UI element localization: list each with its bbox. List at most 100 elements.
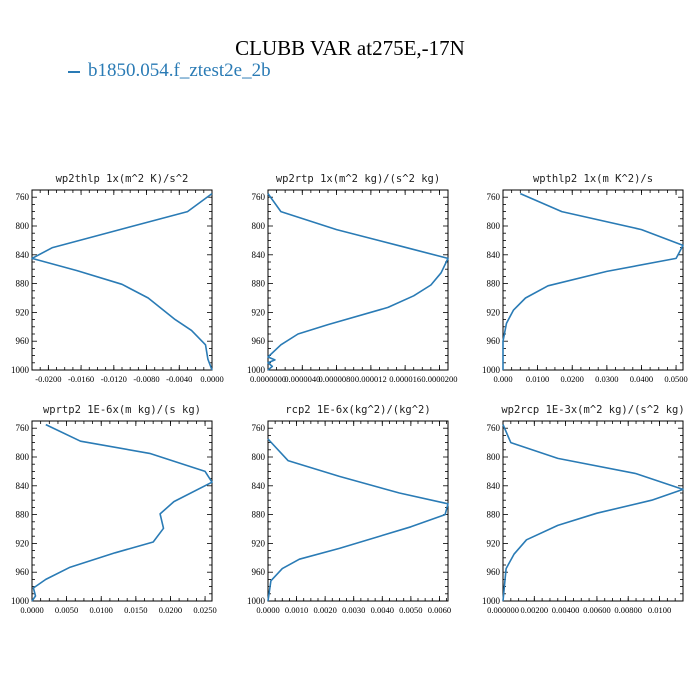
x-tick-label: 0.00400 <box>552 605 580 615</box>
x-tick-label: 0.0100 <box>90 605 113 615</box>
chart-panel-5: rcp2 1E-6x(kg^2)/(kg^2) 760 800 840 880 920 96… <box>247 404 451 615</box>
x-tick-label: 0.0250 <box>193 605 216 615</box>
y-tick-label: 1000 <box>247 596 266 606</box>
y-tick-label: 920 <box>252 307 266 317</box>
x-tick-label: 0.0000000 <box>250 374 286 384</box>
plot-frame <box>502 189 684 371</box>
y-tick-label: 1000 <box>247 365 266 375</box>
y-tick-label: 840 <box>16 481 30 491</box>
x-tick-label: 0.00800 <box>614 605 642 615</box>
x-tick-label: 0.0000040 <box>284 374 320 384</box>
y-tick-label: 920 <box>252 538 266 548</box>
y-tick-label: 960 <box>16 567 30 577</box>
y-tick-label: 960 <box>16 336 30 346</box>
y-tick-label: 800 <box>16 221 30 231</box>
chart-title: wpthlp2 1x(m K^2)/s <box>533 173 653 185</box>
y-tick-label: 960 <box>487 336 501 346</box>
y-tick-label: 960 <box>252 336 266 346</box>
y-tick-label: 920 <box>16 538 30 548</box>
series-line <box>502 424 684 602</box>
series-line <box>267 193 449 371</box>
x-tick-label: 0.0300 <box>595 374 618 384</box>
x-tick-label: 0.0400 <box>630 374 653 384</box>
y-tick-label: 960 <box>487 567 501 577</box>
x-tick-label: -0.0200 <box>35 374 61 384</box>
y-tick-label: 880 <box>252 279 266 289</box>
series-line <box>267 438 449 602</box>
y-tick-label: 840 <box>16 250 30 260</box>
y-tick-label: 800 <box>16 452 30 462</box>
chart-title: wprtp2 1E-6x(m kg)/(s kg) <box>43 404 201 416</box>
plot-frame <box>267 420 449 602</box>
plot-frame <box>31 420 213 602</box>
y-tick-label: 1000 <box>482 365 501 375</box>
plot-frame <box>31 189 213 371</box>
y-tick-label: 760 <box>487 192 501 202</box>
x-tick-label: 0.00600 <box>583 605 611 615</box>
x-tick-label: 0.0000 <box>20 605 43 615</box>
x-tick-label: 0.0050 <box>399 605 422 615</box>
series-line <box>502 192 684 370</box>
x-tick-label: 0.0020 <box>313 605 336 615</box>
x-tick-label: 0.000012 <box>355 374 387 384</box>
x-tick-label: -0.0120 <box>101 374 127 384</box>
x-tick-label: 0.0030 <box>342 605 365 615</box>
y-tick-label: 920 <box>487 307 501 317</box>
chart-panel-3: wpthlp2 1x(m K^2)/s 760 800 840 880 920 960 100… <box>482 173 688 384</box>
y-tick-label: 800 <box>487 452 501 462</box>
x-tick-label: 0.0200 <box>159 605 182 615</box>
y-tick-label: 920 <box>16 307 30 317</box>
figure-title: CLUBB VAR at275E,-17N <box>235 36 465 60</box>
y-tick-label: 800 <box>252 221 266 231</box>
x-tick-label: 0.0040 <box>371 605 394 615</box>
y-tick-label: 840 <box>252 250 266 260</box>
x-tick-label: 0.0000 <box>256 605 279 615</box>
chart-panel-2: wp2rtp 1x(m^2 kg)/(s^2 kg) 760 800 840 880 92… <box>247 173 457 384</box>
legend-label: b1850.054.f_ztest2e_2b <box>88 60 271 81</box>
y-tick-label: 800 <box>252 452 266 462</box>
x-tick-label: 0.0500 <box>664 374 687 384</box>
y-tick-label: 840 <box>487 481 501 491</box>
x-tick-label: 0.0000200 <box>421 374 457 384</box>
x-tick-label: 0.000000 <box>487 605 519 615</box>
x-tick-label: 0.0010 <box>285 605 308 615</box>
x-tick-label: 0.0150 <box>124 605 147 615</box>
series-line <box>31 423 213 602</box>
chart-title: rcp2 1E-6x(kg^2)/(kg^2) <box>285 404 430 416</box>
x-tick-label: 0.0100 <box>648 605 671 615</box>
x-tick-label: -0.0040 <box>166 374 192 384</box>
y-tick-label: 880 <box>16 510 30 520</box>
y-tick-label: 800 <box>487 221 501 231</box>
y-tick-label: 840 <box>487 250 501 260</box>
y-tick-label: 880 <box>252 510 266 520</box>
chart-title: wp2rtp 1x(m^2 kg)/(s^2 kg) <box>276 173 440 185</box>
x-tick-label: 0.000016 <box>389 374 421 384</box>
y-tick-label: 880 <box>487 510 501 520</box>
y-tick-label: 920 <box>487 538 501 548</box>
chart-panel-4: wprtp2 1E-6x(m kg)/(s kg) 760 800 840 880 920… <box>11 404 217 615</box>
y-tick-label: 760 <box>16 192 30 202</box>
y-tick-label: 880 <box>487 279 501 289</box>
y-tick-label: 1000 <box>11 596 30 606</box>
y-tick-label: 1000 <box>482 596 501 606</box>
x-tick-label: 0.0000080 <box>319 374 355 384</box>
legend: b1850.054.f_ztest2e_2b <box>68 60 271 82</box>
y-tick-label: 760 <box>487 423 501 433</box>
y-tick-label: 1000 <box>11 365 30 375</box>
x-tick-label: 0.00200 <box>520 605 548 615</box>
plot-frame <box>267 189 449 371</box>
chart-title: wp2rcp 1E-3x(m^2 kg)/(s^2 kg) <box>501 404 684 416</box>
y-tick-label: 960 <box>252 567 266 577</box>
x-tick-label: 0.0200 <box>561 374 584 384</box>
plot-frame <box>502 420 684 602</box>
x-tick-label: 0.0100 <box>526 374 549 384</box>
y-tick-label: 880 <box>16 279 30 289</box>
legend-swatch <box>68 70 80 73</box>
x-tick-label: 0.0050 <box>55 605 78 615</box>
x-tick-label: -0.0080 <box>133 374 159 384</box>
x-tick-label: 0.0000 <box>200 374 223 384</box>
chart-panel-6: wp2rcp 1E-3x(m^2 kg)/(s^2 kg)760 800 840 88… <box>482 404 685 615</box>
chart-panel-1: wp2thlp 1x(m^2 K)/s^2 760 800 840 880 920 960 1… <box>11 173 224 384</box>
chart-title: wp2thlp 1x(m^2 K)/s^2 <box>56 173 189 185</box>
y-tick-label: 760 <box>252 423 266 433</box>
